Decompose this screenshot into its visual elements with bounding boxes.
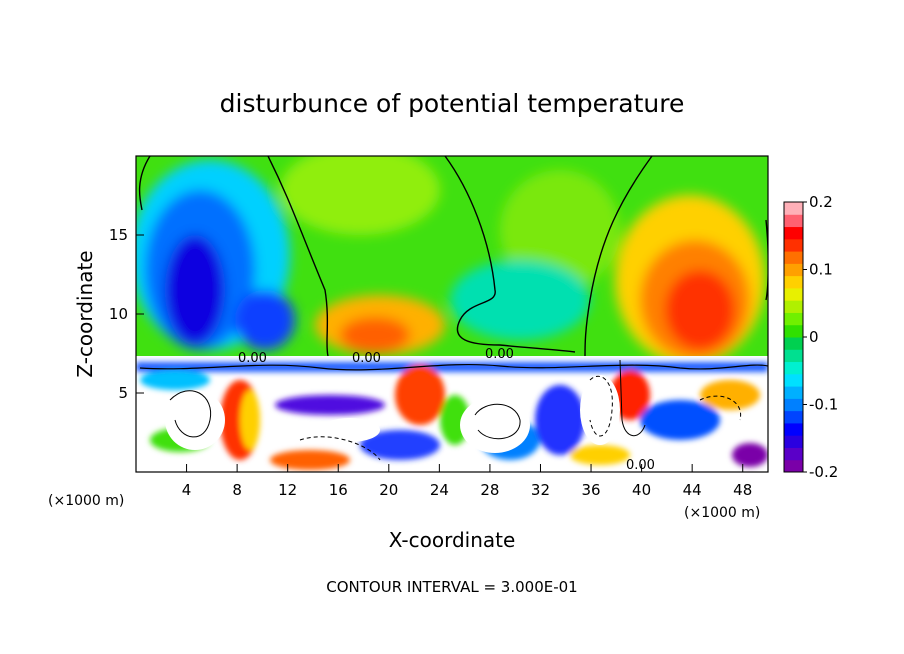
field-cold-core (165, 235, 225, 345)
y-tick-label: 10 (109, 305, 128, 323)
x-tick-label: 8 (232, 481, 242, 499)
x-axis-unit-right: (×1000 m) (684, 505, 760, 521)
y-axis: 5 10 15 (109, 226, 144, 402)
lower-blob-12 (700, 380, 760, 410)
field-green-light-right (500, 170, 620, 290)
zero-contour-right (584, 156, 653, 357)
colorbar-segment (784, 238, 803, 252)
colorbar-segment (784, 422, 803, 436)
colorbar-labels: 0.2 0.1 0 -0.1 -0.2 (803, 193, 838, 481)
lower-blob-13 (270, 450, 350, 470)
colorbar-segment (784, 459, 803, 473)
x-tick-label: 16 (329, 481, 348, 499)
lower-contour-6 (699, 395, 742, 421)
x-axis-title: X-coordinate (389, 528, 516, 552)
colorbar-segment (784, 337, 803, 350)
lower-blob-16 (732, 443, 768, 467)
lower-contour-2 (169, 390, 212, 438)
x-tick-label: 4 (182, 481, 192, 499)
field-warm-middle-core (340, 317, 410, 353)
lower-void-3 (580, 375, 620, 445)
x-tick-label: 32 (531, 481, 550, 499)
y-tick-label: 15 (109, 226, 128, 244)
colorbar-tick-label: -0.1 (809, 396, 838, 414)
x-tick-label: 36 (581, 481, 600, 499)
lower-void-2 (460, 397, 530, 453)
lower-void-1 (165, 390, 225, 450)
x-tick-label: 40 (632, 481, 651, 499)
zero-contour-left (138, 156, 151, 211)
colorbar-segment (784, 447, 803, 461)
colorbar-segment (784, 398, 803, 412)
lower-contour-7 (619, 359, 646, 437)
contour-label: 0.00 (626, 458, 655, 473)
lower-contour-3 (474, 403, 521, 440)
colorbar-tick-label: 0.2 (809, 193, 833, 211)
colorbar-tick-label: 0.1 (809, 261, 833, 279)
colorbar-segment (784, 361, 803, 375)
x-tick-label: 44 (683, 481, 702, 499)
field-cyan-middle (450, 260, 590, 340)
colorbar-segment (784, 263, 803, 277)
contour-label: 0.00 (238, 351, 267, 366)
lower-contour-4 (589, 375, 613, 437)
lower-blob-4 (275, 395, 385, 415)
zero-contour-middle (444, 156, 576, 353)
colorbar-segment (784, 373, 803, 387)
x-tick-label: 48 (733, 481, 752, 499)
x-tick-label: 20 (379, 481, 398, 499)
field-green-light-left (280, 156, 440, 235)
lower-blob-9 (535, 385, 585, 455)
colorbar-segment (784, 251, 803, 264)
chart-title: disturbunce of potential temperature (220, 89, 685, 118)
colorbar-tick-label: -0.2 (809, 463, 838, 481)
lower-blob-6 (395, 365, 445, 425)
colorbar-frame (783, 201, 804, 473)
y-tick-label: 5 (118, 384, 128, 402)
field-cold-secondary (235, 290, 295, 350)
lower-contour-5 (299, 436, 381, 461)
colorbar-segment (784, 226, 803, 240)
colorbar-segment (784, 214, 803, 228)
lower-blob-3 (240, 390, 260, 450)
colorbar-segment (784, 202, 803, 215)
lower-blob-15 (570, 445, 630, 465)
x-axis: 4 8 12 16 20 24 28 32 36 40 44 48 (182, 464, 752, 499)
colorbar-segment (784, 275, 803, 289)
lower-blob-11 (640, 400, 720, 440)
contour-label: 0.00 (485, 347, 514, 362)
colorbar-segment (784, 435, 803, 448)
colorbar-tick-label: 0 (809, 328, 819, 346)
plot-area (136, 156, 768, 472)
x-axis-unit-left: (×1000 m) (48, 493, 124, 509)
colorbar-segment (784, 386, 803, 399)
lower-blob-1 (140, 370, 210, 390)
colorbar-segment (784, 349, 803, 363)
lower-void-4 (320, 418, 380, 442)
y-axis-title: Z-coordinate (73, 250, 97, 377)
x-tick-label: 28 (480, 481, 499, 499)
colorbar-segment (784, 324, 803, 338)
colorbar-segment (784, 287, 803, 301)
zero-contour-middle-left (267, 156, 329, 357)
colorbar-segment (784, 410, 803, 424)
zero-contour-edge (765, 219, 768, 301)
colorbar (784, 202, 803, 473)
lower-band-blue (136, 362, 768, 372)
x-tick-label: 24 (430, 481, 449, 499)
colorbar-segment (784, 312, 803, 326)
contour-interval-note: CONTOUR INTERVAL = 3.000E-01 (326, 578, 577, 596)
lower-blob-5 (360, 430, 440, 460)
contour-label: 0.00 (352, 351, 381, 366)
lower-blob-10 (610, 370, 650, 420)
lower-contour-1 (139, 363, 768, 371)
x-tick-label: 12 (278, 481, 297, 499)
colorbar-segment (784, 300, 803, 313)
field-warm-core (665, 270, 735, 350)
